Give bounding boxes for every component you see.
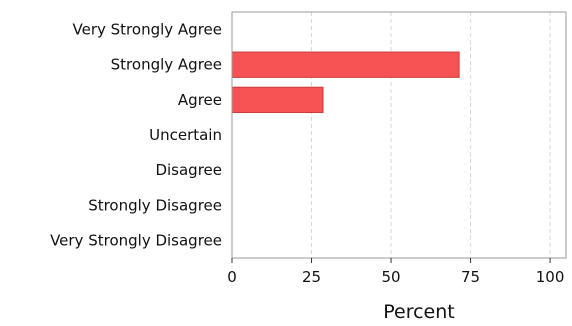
category-label: Strongly Agree (111, 56, 222, 74)
x-axis-ticks: 0 25 50 75 100 (227, 258, 564, 286)
plot-frame (231, 11, 567, 259)
bars (231, 51, 460, 114)
bar (231, 86, 324, 114)
bar (231, 51, 460, 78)
category-label: Agree (178, 91, 222, 109)
x-tick-label: 50 (382, 268, 401, 286)
x-tick-label: 100 (536, 268, 565, 286)
category-label: Disagree (155, 161, 222, 179)
x-tick-label: 75 (461, 268, 480, 286)
x-tick-label: 25 (302, 268, 321, 286)
gridlines (311, 12, 551, 258)
category-label: Very Strongly Agree (73, 21, 222, 39)
category-label: Very Strongly Disagree (50, 231, 222, 249)
x-axis-title: Percent (383, 301, 455, 323)
category-label: Uncertain (149, 126, 222, 144)
x-tick-label: 0 (227, 268, 237, 286)
category-labels: Very Strongly Agree Strongly Agree Agree Un… (50, 21, 222, 250)
category-label: Strongly Disagree (88, 196, 222, 214)
